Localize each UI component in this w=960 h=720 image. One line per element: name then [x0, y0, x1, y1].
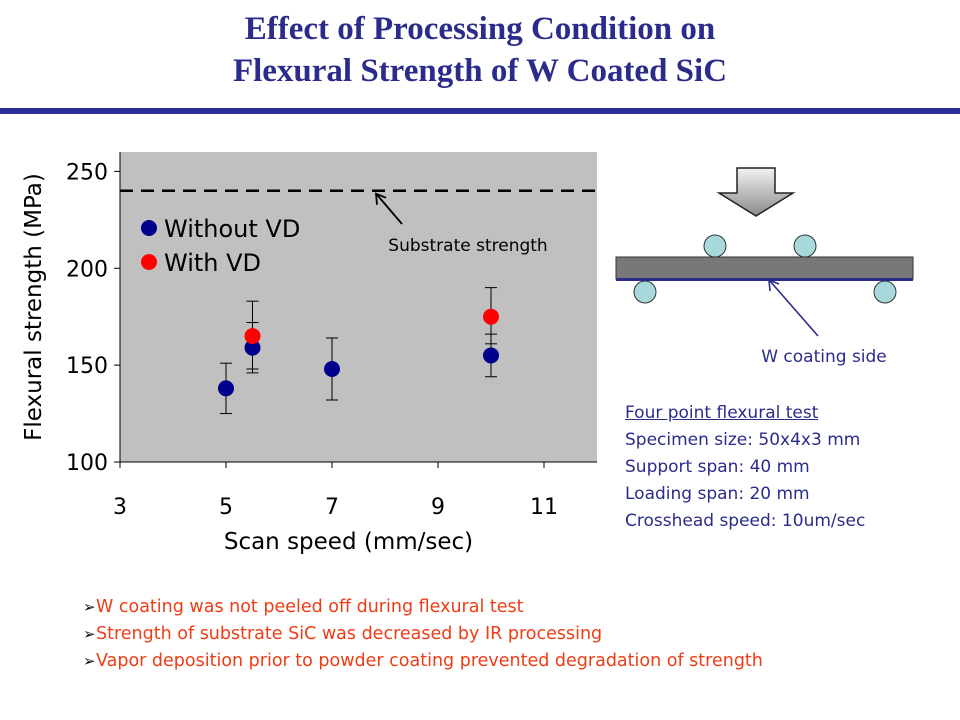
x-tick-label: 3 [113, 495, 127, 520]
with-vd-point [244, 328, 261, 345]
x-tick-label: 9 [431, 495, 445, 520]
title-line-1: Effect of Processing Condition on [244, 11, 716, 47]
reference-pointer-head [374, 192, 387, 205]
loading-roller-right [793, 234, 817, 258]
loading-roller-left [703, 234, 727, 258]
load-arrow-icon [716, 167, 796, 217]
y-tick-label: 150 [66, 354, 108, 379]
conclusion-item: ➢ W coating was not peeled off during fle… [83, 594, 763, 621]
w-coating-layer [616, 278, 913, 281]
y-axis-label: Flexural strength (MPa) [21, 173, 47, 441]
legend-label-with-vd: With VD [164, 249, 261, 277]
test-line-loading: Loading span: 20 mm [625, 484, 810, 504]
test-line-support: Support span: 40 mm [625, 457, 810, 477]
x-axis-label: Scan speed (mm/sec) [224, 529, 473, 555]
test-heading: Four point flexural test [625, 403, 819, 423]
arrow-bullet-icon: ➢ [83, 625, 96, 643]
without-vd-point [324, 361, 340, 377]
conclusion-text: Vapor deposition prior to powder coating… [96, 651, 763, 671]
legend-marker-without-vd [141, 220, 157, 236]
x-tick-label: 11 [530, 495, 558, 520]
specimen-bar [615, 256, 914, 280]
title-rule [0, 108, 960, 114]
coating-pointer-head [768, 278, 780, 292]
reference-line-label: Substrate strength [388, 236, 547, 256]
title-line-2: Flexural Strength of W Coated SiC [232, 53, 728, 89]
coating-pointer-arrow [769, 280, 819, 337]
conclusion-list: ➢ W coating was not peeled off during fle… [83, 594, 763, 675]
y-tick-label: 250 [66, 160, 108, 185]
support-roller-left [633, 280, 657, 304]
test-line-crosshead: Crosshead speed: 10um/sec [625, 511, 866, 531]
conclusion-text: W coating was not peeled off during flex… [96, 597, 524, 617]
y-tick-label: 100 [66, 451, 108, 476]
x-tick-label: 7 [325, 495, 339, 520]
x-tick-label: 5 [219, 495, 233, 520]
reference-pointer-arrow [376, 194, 403, 225]
arrow-bullet-icon: ➢ [83, 598, 96, 616]
without-vd-point [218, 380, 234, 397]
with-vd-point [483, 308, 499, 325]
conclusion-item: ➢ Strength of substrate SiC was decreased… [83, 621, 763, 648]
test-conditions: Four point flexural test Specimen size: … [625, 400, 865, 535]
support-roller-right [873, 280, 897, 304]
page-title: Effect of Processing Condition on Flexur… [0, 8, 960, 92]
without-vd-point [483, 347, 499, 364]
conclusion-text: Strength of substrate SiC was decreased … [96, 624, 603, 644]
four-point-bend-diagram: W coating side [615, 167, 914, 367]
legend-marker-with-vd [141, 254, 157, 270]
test-line-specimen: Specimen size: 50x4x3 mm [625, 430, 861, 450]
y-tick-label: 200 [66, 257, 108, 282]
conclusion-item: ➢ Vapor deposition prior to powder coatin… [83, 648, 763, 675]
plot-area [120, 152, 597, 462]
without-vd-point [244, 339, 261, 356]
coating-side-label: W coating side [761, 347, 887, 367]
arrow-bullet-icon: ➢ [83, 652, 96, 670]
legend-label-without-vd: Without VD [164, 215, 300, 243]
flexural-strength-chart: 100 150 200 250 3 5 7 9 11 Scan speed (mm/sec) Fle… [21, 152, 597, 555]
